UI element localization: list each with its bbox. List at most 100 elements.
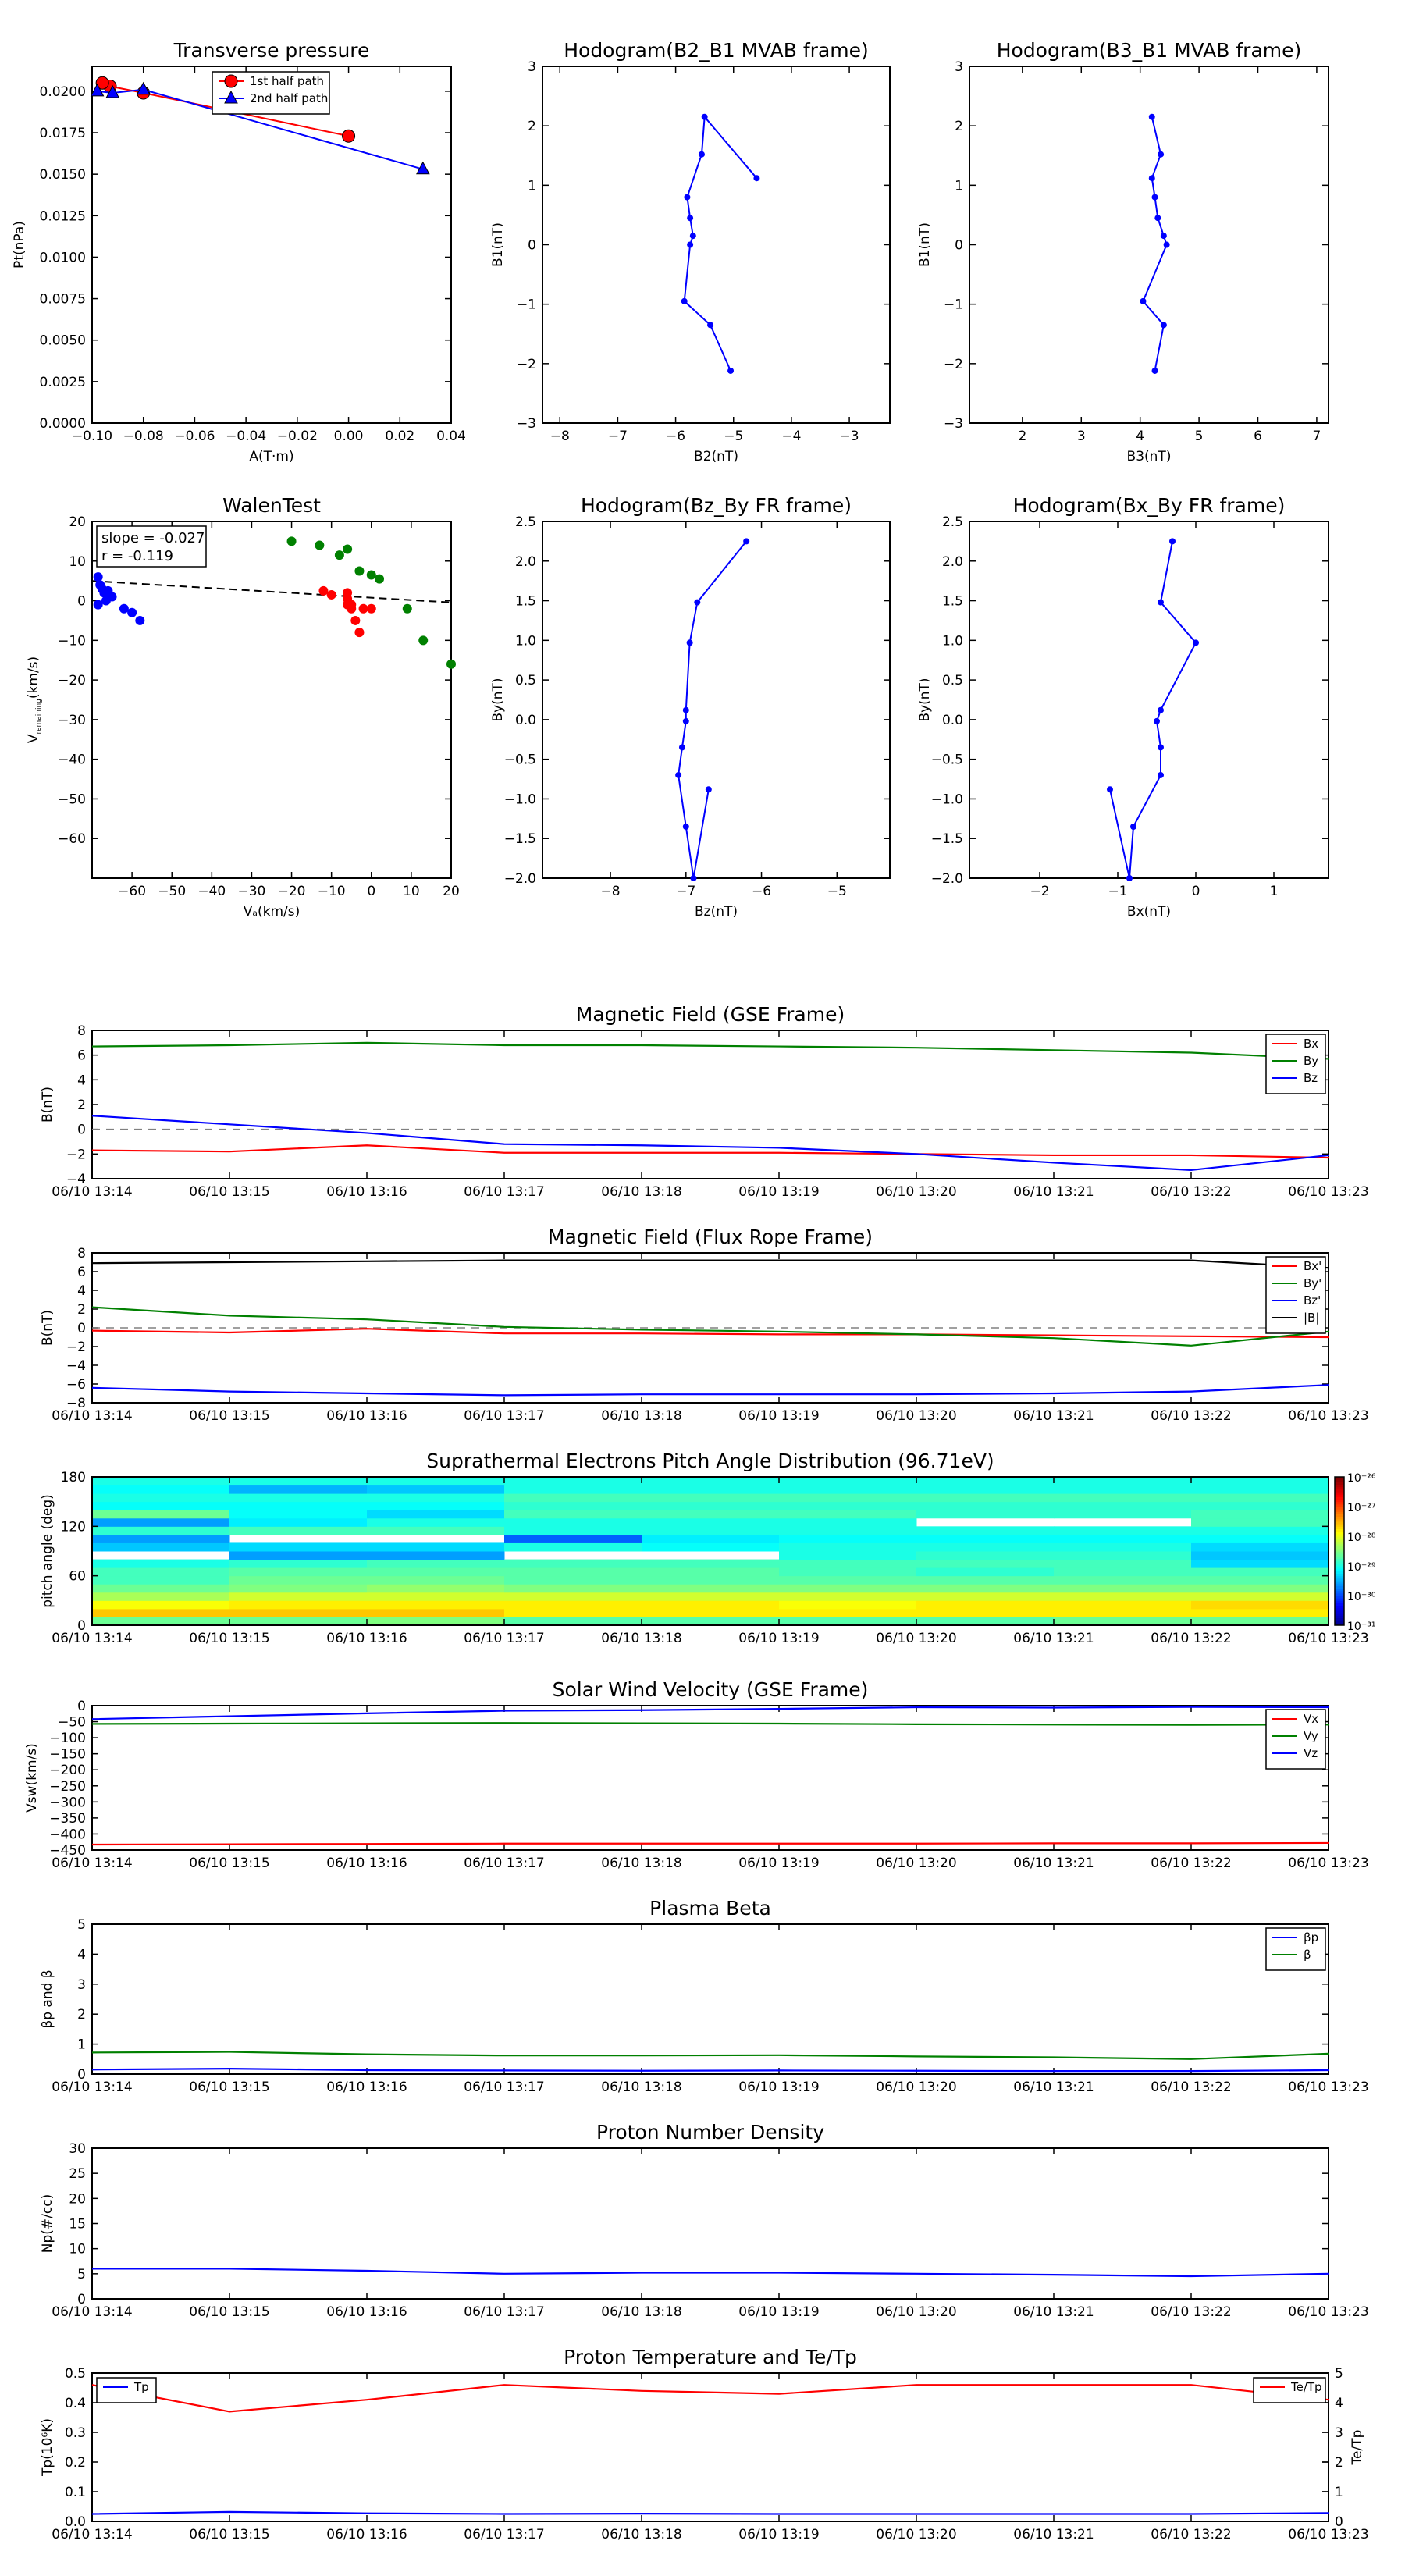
pad-heatmap-cell	[92, 1567, 230, 1577]
h4-data-point	[1158, 599, 1164, 606]
pad-heatmap-cell	[367, 1592, 505, 1601]
mf_fr-time-tick-label: 06/10 13:18	[601, 1408, 681, 1424]
temp-ytick-label: 0.2	[65, 2455, 86, 2471]
pad-heatmap-cell	[1054, 1575, 1192, 1585]
pad-time-tick-label: 06/10 13:19	[738, 1631, 819, 1646]
pad-colorbar-segment	[1335, 1551, 1344, 1554]
h4-data-point	[1193, 639, 1199, 646]
h1-axes-frame	[542, 66, 891, 424]
temp-time-tick-label: 06/10 13:16	[326, 2527, 407, 2542]
h4-ytick-label: 2.5	[942, 514, 963, 530]
mf_gse-time-tick-label: 06/10 13:15	[189, 1184, 269, 1200]
pad-heatmap-cell	[916, 1477, 1055, 1486]
mf_fr-legend-label: Bx'	[1304, 1259, 1321, 1273]
h3-ytick-label: −0.5	[504, 753, 536, 768]
h2-ytick-label: 0	[955, 238, 963, 254]
tp-xtick-label: −0.02	[277, 429, 318, 444]
walen-data-point	[358, 603, 368, 614]
pad-colorbar-segment	[1335, 1511, 1344, 1514]
pad-heatmap-cell	[229, 1551, 368, 1560]
h2-ytick-label: −1	[944, 297, 963, 313]
walen-data-point	[343, 600, 353, 610]
beta-time-tick-label: 06/10 13:23	[1288, 2080, 1368, 2095]
pad-heatmap-cell	[1054, 1617, 1192, 1626]
pad-colorbar-segment	[1335, 1603, 1344, 1606]
h4-series-line	[1109, 541, 1197, 879]
mf_fr-time-tick-label: 06/10 13:16	[326, 1408, 407, 1424]
pad-heatmap-cell	[1054, 1551, 1192, 1560]
h1-series-line	[683, 115, 758, 372]
pad-heatmap-cell	[1054, 1608, 1192, 1617]
mf_fr-ytick-label: −6	[66, 1377, 86, 1393]
pad-heatmap-cell	[1191, 1542, 1329, 1552]
pad-colorbar-segment	[1335, 1583, 1344, 1586]
pad-ytick-label: 120	[61, 1519, 86, 1535]
h3-xtick-label: −6	[752, 884, 771, 899]
temp-ytick-label: 0.3	[65, 2425, 86, 2441]
pad-time-tick-label: 06/10 13:20	[876, 1631, 956, 1646]
h1-data-point	[753, 175, 760, 182]
pad-colorbar-segment	[1335, 1592, 1344, 1596]
mf_fr-time-tick-label: 06/10 13:20	[876, 1408, 956, 1424]
h1-ytick-label: 2	[528, 119, 536, 134]
h3-data-point	[682, 823, 689, 830]
h3-ylabel: By(nT)	[490, 678, 506, 721]
pad-heatmap-cell	[916, 1551, 1055, 1560]
pad-colorbar-segment	[1335, 1620, 1344, 1624]
temp-time-tick-label: 06/10 13:23	[1288, 2527, 1368, 2542]
temp-ytick-label: 0.1	[65, 2485, 86, 2500]
temp-ytick-label-right: 0	[1335, 2514, 1343, 2530]
walen-data-point	[366, 603, 376, 614]
np-time-tick-label: 06/10 13:23	[1288, 2304, 1368, 2320]
h4-ylabel: By(nT)	[917, 678, 933, 721]
pad-heatmap-cell	[779, 1517, 917, 1527]
pad-colorbar-segment	[1335, 1573, 1344, 1577]
mf_gse-ylabel: B(nT)	[40, 1087, 55, 1123]
pad-heatmap-cell	[779, 1493, 917, 1503]
pad-heatmap-cell	[779, 1617, 917, 1626]
pad-heatmap-cell	[367, 1542, 505, 1552]
pad-colorbar-segment	[1335, 1486, 1344, 1490]
vsw-time-tick-label: 06/10 13:17	[464, 1856, 544, 1871]
pad-heatmap-cell	[779, 1584, 917, 1593]
pad-heatmap-cell	[916, 1526, 1055, 1535]
tp-data-point	[342, 129, 356, 143]
pad-heatmap-cell	[229, 1517, 368, 1527]
pad-heatmap-cell	[916, 1493, 1055, 1503]
vsw-time-tick-label: 06/10 13:15	[189, 1856, 269, 1871]
temp-ytick-label-right: 1	[1335, 2485, 1343, 2500]
vsw-ytick-label: −150	[49, 1747, 86, 1763]
h3-series-line	[678, 540, 747, 879]
tp-data-point	[105, 84, 120, 98]
h2-ytick-label: −3	[944, 416, 963, 432]
walen-xlabel: Vₐ(km/s)	[244, 904, 301, 920]
h4-data-point	[1169, 538, 1176, 545]
pad-heatmap-cell	[1054, 1526, 1192, 1535]
pad-heatmap-cell	[367, 1600, 505, 1610]
pad-heatmap-cell	[916, 1510, 1055, 1519]
pad-heatmap-cell	[504, 1493, 642, 1503]
pad-colorbar-segment	[1335, 1489, 1344, 1493]
pad-heatmap-cell	[1191, 1493, 1329, 1503]
mf_gse-time-tick-label: 06/10 13:17	[464, 1184, 544, 1200]
walen-fit-line	[91, 580, 452, 603]
tp-xtick-label: 0.04	[436, 429, 466, 444]
h2-data-point	[1160, 233, 1167, 240]
h4-ytick-label: 1.0	[942, 633, 963, 649]
beta-time-tick-label: 06/10 13:18	[601, 2080, 681, 2095]
pad-colorbar-segment	[1335, 1507, 1344, 1510]
h4-ytick-label: 1.5	[942, 594, 963, 610]
h3-ytick-label: 1.0	[515, 633, 536, 649]
mf_fr-ytick-label: −8	[66, 1396, 86, 1411]
beta-series-line	[91, 2067, 1329, 2073]
pad-heatmap-cell	[916, 1501, 1055, 1510]
pad-heatmap-cell	[229, 1493, 368, 1503]
beta-time-tick-label: 06/10 13:16	[326, 2080, 407, 2095]
beta-ytick-label: 5	[77, 1917, 86, 1933]
walen-data-point	[375, 574, 384, 584]
mf_gse-ytick-label: 0	[77, 1123, 86, 1138]
pad-heatmap-cell	[642, 1534, 780, 1543]
pad-heatmap-cell	[1054, 1534, 1192, 1543]
pad-heatmap-cell	[92, 1584, 230, 1593]
